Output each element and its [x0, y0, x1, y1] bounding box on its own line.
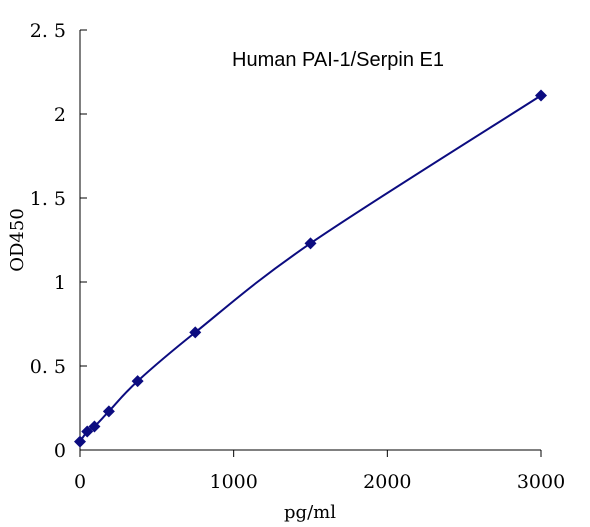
data-point-diamond: [304, 237, 317, 250]
y-axis-title: OD450: [7, 208, 28, 272]
y-tick-label: 0. 5: [30, 356, 66, 378]
axes: [79, 30, 541, 451]
y-tick-label: 1. 5: [30, 188, 66, 210]
y-tick-label: 2. 5: [30, 20, 66, 42]
tick-labels: 0 0. 5 1 1. 5 2 2. 5 0 1000 2000 3000: [30, 20, 565, 493]
data-point-diamond: [74, 435, 86, 448]
x-tick-label: 0: [74, 471, 86, 493]
x-axis-title: pg/ml: [284, 502, 336, 523]
data-point-diamond: [189, 326, 202, 339]
data-points: [74, 89, 547, 448]
fit-curve: [79, 94, 542, 443]
x-tick-label: 2000: [363, 471, 411, 493]
y-tick-label: 2: [54, 104, 66, 126]
data-point-diamond: [535, 89, 547, 102]
y-tick-label: 0: [54, 440, 66, 462]
y-tick-label: 1: [54, 272, 66, 294]
data-point-diamond: [88, 420, 101, 433]
chart-title: Human PAI-1/Serpin E1: [232, 49, 444, 71]
ticks: [79, 29, 542, 457]
data-point-diamond: [102, 405, 115, 418]
data-point-diamond: [131, 375, 144, 388]
data-point-diamond: [81, 425, 94, 438]
x-tick-label: 1000: [209, 471, 257, 493]
x-tick-label: 3000: [517, 471, 565, 493]
